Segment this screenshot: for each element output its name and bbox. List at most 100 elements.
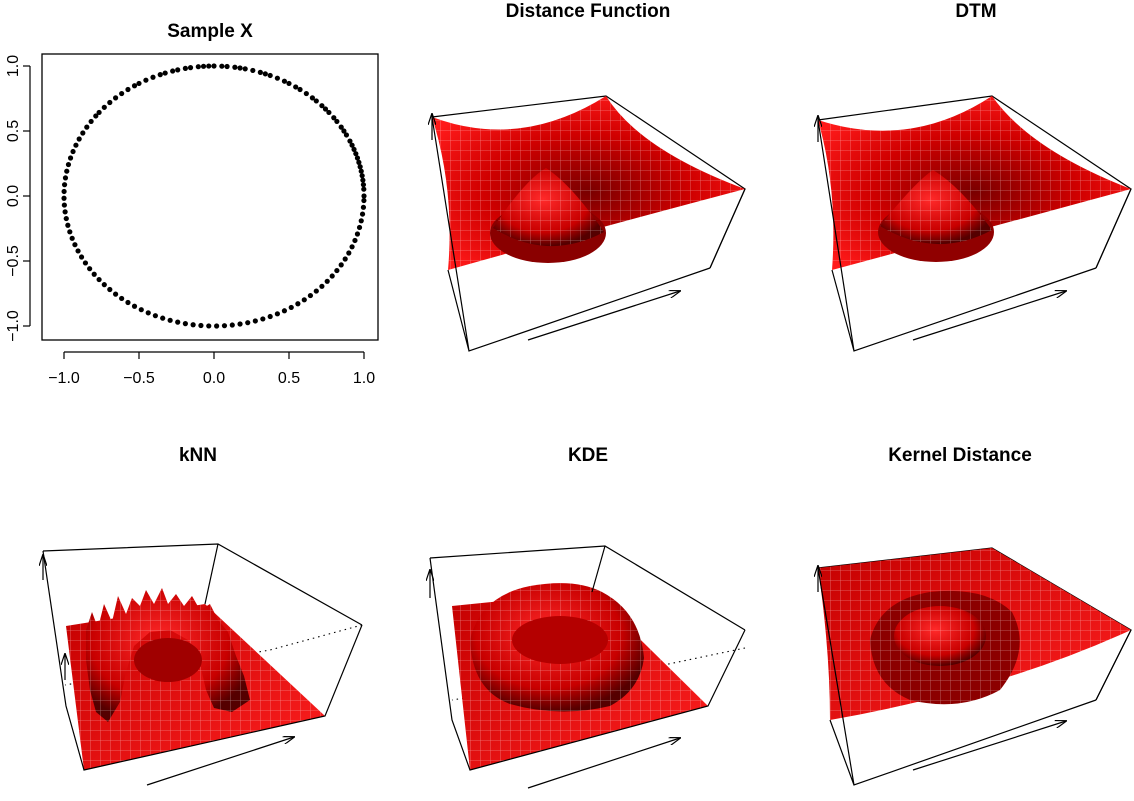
panel-kde: KDE [429,445,746,789]
scatter-point [67,155,74,161]
scatter-point [329,273,335,279]
scatter-point [119,295,125,302]
scatter-point [286,80,292,87]
scatter-points [61,63,367,329]
scatter-point [206,63,212,69]
panel-sample-x: Sample X −1.0 −0.5 0.0 0.5 1.0 −1.0 −0.5 0.0 0.… [5,21,379,387]
chart-title: kNN [179,445,217,466]
scatter-point [198,322,204,329]
scatter-point [61,188,67,195]
scatter-point [356,159,362,165]
scatter-point [119,90,125,97]
scatter-point [354,155,361,161]
scatter-point [293,84,299,90]
cone-mesh [880,170,992,245]
scatter-point [96,276,102,283]
scatter-point [157,72,163,78]
scatter-point [343,132,350,138]
scatter-point [182,321,188,327]
scatter-point [307,292,314,299]
scatter-point [175,67,181,73]
scatter-point [91,271,97,277]
scatter-point [274,311,280,317]
scatter-point [125,299,131,306]
scatter-point [358,218,364,224]
x-tick-label: −1.0 [48,370,80,387]
scatter-point [82,260,89,266]
scatter-point [152,313,158,319]
scatter-point [351,146,357,153]
x-axis-arrow [912,721,1066,771]
box-edges [817,567,1132,786]
scatter-point [72,242,78,248]
ring-hole [512,616,608,664]
x-tick-label: 1.0 [353,370,375,387]
scatter-point [143,77,149,83]
panel-knn: kNN [42,445,363,786]
scatter-point [319,283,325,289]
scatter-point [80,130,86,136]
box-edges [429,545,746,771]
scatter-point [150,74,156,80]
scatter-point [303,90,309,97]
x-tick-label: 0.5 [278,370,300,387]
scatter-point [182,65,188,71]
scatter-point [101,282,107,288]
box-edges [42,543,363,771]
scatter-point [361,186,367,192]
scatter-point [167,317,173,323]
scatter-point [313,98,319,104]
scatter-point [267,313,273,320]
x-tick-label: 0.0 [203,370,225,387]
scatter-point [352,237,358,244]
box-edges [431,116,746,352]
scatter-point [62,175,69,181]
scatter-point [112,95,119,101]
scatter-point [313,288,319,294]
panel-kernel-distance: Kernel Distance [817,445,1132,786]
scatter-point [221,323,228,329]
scatter-point [67,229,73,235]
surface-knn [42,543,363,786]
scatter-point [301,297,307,303]
scatter-point [260,316,266,322]
cone-mesh [493,168,604,247]
chart-title: KDE [568,445,608,466]
scatter-point [274,75,280,81]
scatter-point [138,307,144,313]
scatter-point [160,315,166,321]
x-axis: −1.0 −0.5 0.0 0.5 1.0 [48,351,375,387]
y-axis: −1.0 −0.5 0.0 0.5 1.0 [5,55,31,342]
scatter-point [361,197,367,204]
scatter-point [75,248,81,254]
scatter-point [61,195,67,201]
scatter-point [136,80,142,87]
scatter-point [131,303,138,309]
scatter-point [262,71,268,77]
chart-title: Sample X [167,21,253,42]
scatter-point [162,70,168,76]
chart-title: Distance Function [506,1,671,22]
scatter-point [338,124,344,130]
scatter-point [358,168,364,174]
scatter-point [187,65,194,71]
x-tick-label: −0.5 [123,370,155,387]
scatter-point [250,67,256,74]
scatter-point [62,209,68,215]
scatter-point [342,256,348,262]
scatter-point [65,222,71,228]
scatter-point [175,319,181,325]
scatter-point [211,63,217,69]
scatter-point [237,321,243,327]
scatter-point [353,151,359,157]
scatter-point [295,301,301,307]
scatter-point [73,142,79,148]
scatter-point [125,86,131,93]
scatter-point [63,215,69,222]
scatter-point [78,254,85,260]
scatter-point [93,113,99,119]
surface-kernel-distance [817,547,1132,786]
y-tick-label: 1.0 [5,55,22,77]
surface-distance-function [431,95,746,352]
scatter-point [112,291,119,297]
